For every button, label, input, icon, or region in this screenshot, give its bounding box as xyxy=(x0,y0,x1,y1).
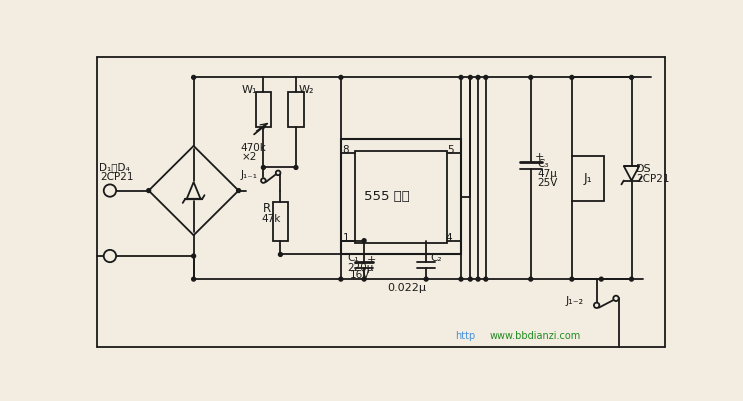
Bar xyxy=(273,202,288,241)
Circle shape xyxy=(362,239,366,243)
Circle shape xyxy=(279,253,282,256)
Text: ④: ④ xyxy=(106,251,114,261)
Circle shape xyxy=(192,277,195,281)
Circle shape xyxy=(629,75,634,79)
Bar xyxy=(341,139,461,255)
Circle shape xyxy=(476,277,480,281)
Circle shape xyxy=(294,166,298,169)
Text: 0.022μ: 0.022μ xyxy=(387,284,426,294)
Text: C₂: C₂ xyxy=(430,253,441,263)
Text: D₁～D₄: D₁～D₄ xyxy=(99,162,130,172)
Bar xyxy=(572,156,604,200)
Circle shape xyxy=(600,277,603,281)
Text: 1: 1 xyxy=(343,233,349,243)
Circle shape xyxy=(459,277,463,281)
Text: 555 电路: 555 电路 xyxy=(364,190,410,203)
Text: DS: DS xyxy=(636,164,652,174)
Text: 2CP21: 2CP21 xyxy=(636,174,669,184)
Circle shape xyxy=(339,277,343,281)
Circle shape xyxy=(594,303,600,308)
Bar xyxy=(288,92,304,128)
Text: 5: 5 xyxy=(447,145,454,155)
Circle shape xyxy=(468,75,473,79)
Circle shape xyxy=(424,277,428,281)
Text: J₁: J₁ xyxy=(584,172,592,185)
Text: 2CP21: 2CP21 xyxy=(100,172,134,182)
Circle shape xyxy=(613,296,619,301)
Bar xyxy=(256,92,271,128)
Circle shape xyxy=(261,178,266,183)
Text: http: http xyxy=(455,331,476,341)
Text: C₃: C₃ xyxy=(537,159,548,168)
Text: ×2: ×2 xyxy=(241,152,257,162)
Text: ③: ③ xyxy=(106,186,114,196)
Circle shape xyxy=(484,277,487,281)
Circle shape xyxy=(192,75,195,79)
Bar xyxy=(355,150,447,243)
Circle shape xyxy=(362,277,366,281)
Text: www.bbdianzi.com: www.bbdianzi.com xyxy=(490,331,581,341)
Circle shape xyxy=(104,184,116,197)
Circle shape xyxy=(570,277,574,281)
Text: +: + xyxy=(535,152,544,162)
Circle shape xyxy=(459,75,463,79)
Text: J₁₋₂: J₁₋₂ xyxy=(565,296,584,306)
Circle shape xyxy=(570,75,574,79)
Text: C₁: C₁ xyxy=(347,253,359,263)
Circle shape xyxy=(236,188,241,192)
Text: W₂: W₂ xyxy=(298,85,314,95)
Text: 4: 4 xyxy=(446,233,452,243)
Text: 8: 8 xyxy=(343,145,349,155)
Circle shape xyxy=(276,170,280,175)
Circle shape xyxy=(104,250,116,262)
Text: 220μ: 220μ xyxy=(347,263,374,273)
Circle shape xyxy=(484,75,487,79)
Circle shape xyxy=(629,277,634,281)
Text: 47μ: 47μ xyxy=(537,169,557,178)
Circle shape xyxy=(529,277,533,281)
Circle shape xyxy=(339,75,343,79)
Text: 25V: 25V xyxy=(537,178,557,188)
Text: 47k: 47k xyxy=(262,214,281,224)
Text: 16V: 16V xyxy=(350,270,371,280)
Circle shape xyxy=(262,166,265,169)
Text: +: + xyxy=(367,255,377,265)
Text: R: R xyxy=(263,202,271,215)
Circle shape xyxy=(476,75,480,79)
Text: 470k: 470k xyxy=(240,143,266,153)
Circle shape xyxy=(192,254,195,258)
Circle shape xyxy=(529,75,533,79)
Text: J₁₋₁: J₁₋₁ xyxy=(240,170,257,180)
Text: W₁: W₁ xyxy=(241,85,257,95)
Circle shape xyxy=(146,188,151,192)
Circle shape xyxy=(468,277,473,281)
